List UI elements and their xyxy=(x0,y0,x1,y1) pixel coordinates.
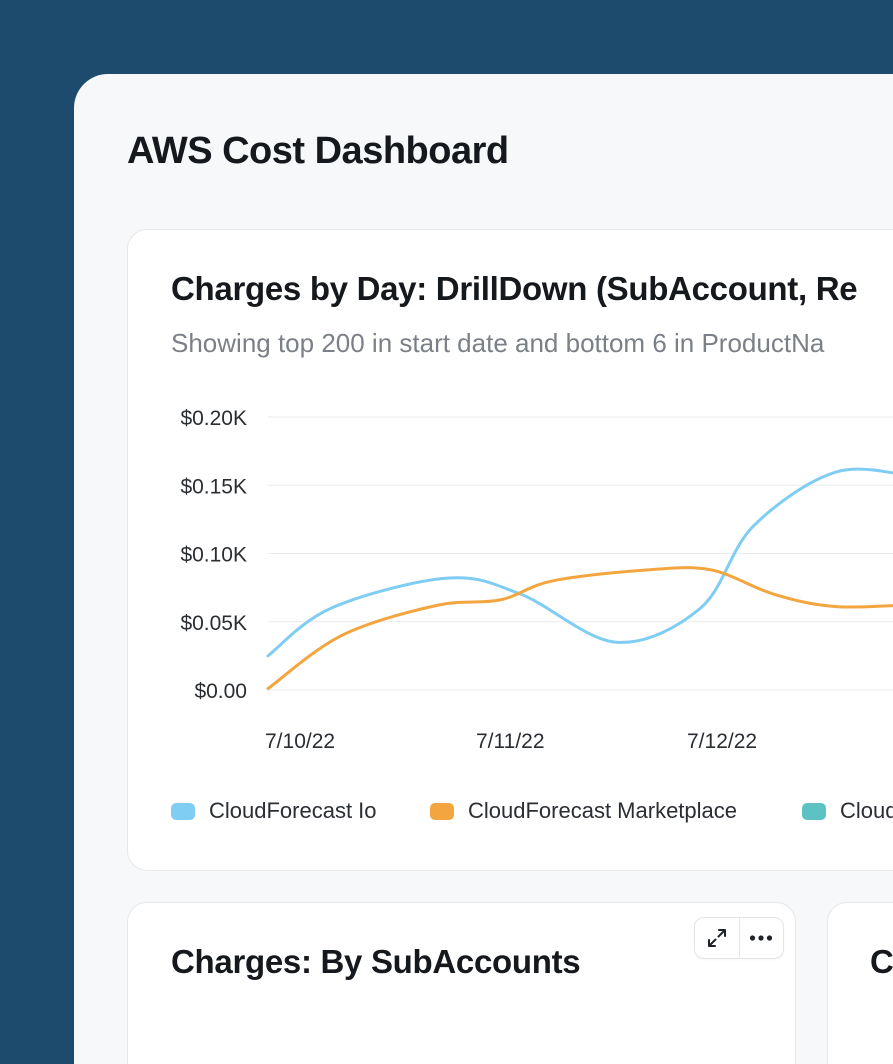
more-options-button[interactable] xyxy=(738,918,784,958)
legend-item-cloud[interactable]: Cloud xyxy=(802,798,893,824)
y-tick-label: $0.15K xyxy=(180,475,247,498)
legend-item-cloudforecast-marketplace[interactable]: CloudForecast Marketplace xyxy=(430,798,737,824)
series-line-0 xyxy=(266,467,893,658)
x-tick-label: 7/10/22 xyxy=(265,730,335,753)
card-toolbar xyxy=(694,917,784,959)
series-line-1 xyxy=(266,566,893,691)
y-tick-label: $0.20K xyxy=(180,407,247,430)
card-subtitle: Showing top 200 in start date and bottom… xyxy=(171,328,825,358)
legend-swatch xyxy=(802,802,826,820)
expand-icon xyxy=(707,929,726,947)
line-chart: $0.20K $0.15K $0.10K $0.05K $0.00 7/10/22 7/11… xyxy=(180,407,893,753)
card-title: Charges by Day: DrillDown (SubAccount, R… xyxy=(171,270,858,307)
card-title: C xyxy=(870,943,893,980)
charges-by-day-card: Charges by Day: DrillDown (SubAccount, R… xyxy=(127,229,893,871)
legend-label: CloudForecast Marketplace xyxy=(468,798,738,823)
legend-item-cloudforecast-io[interactable]: CloudForecast Io xyxy=(171,798,377,824)
legend-label: Cloud xyxy=(840,798,893,823)
charges-by-subaccounts-card: Charges: By SubAccounts xyxy=(127,902,796,1064)
x-tick-label: 7/11/22 xyxy=(476,730,545,753)
y-tick-label: $0.10K xyxy=(180,544,247,567)
second-chart-card: C xyxy=(827,902,893,1064)
y-tick-label: $0.00 xyxy=(194,680,247,703)
y-tick-label: $0.05K xyxy=(180,612,247,635)
card-title: Charges: By SubAccounts xyxy=(171,943,581,980)
expand-button[interactable] xyxy=(695,918,739,958)
x-tick-label: 7/12/22 xyxy=(687,730,757,753)
dashboard-window: AWS Cost Dashboard Charges by Day: Drill… xyxy=(74,74,893,1064)
page-title: AWS Cost Dashboard xyxy=(127,130,509,172)
legend-swatch xyxy=(171,802,195,820)
legend-swatch xyxy=(430,802,454,820)
legend-label: CloudForecast Io xyxy=(209,798,377,823)
more-horizontal-icon xyxy=(750,935,773,941)
